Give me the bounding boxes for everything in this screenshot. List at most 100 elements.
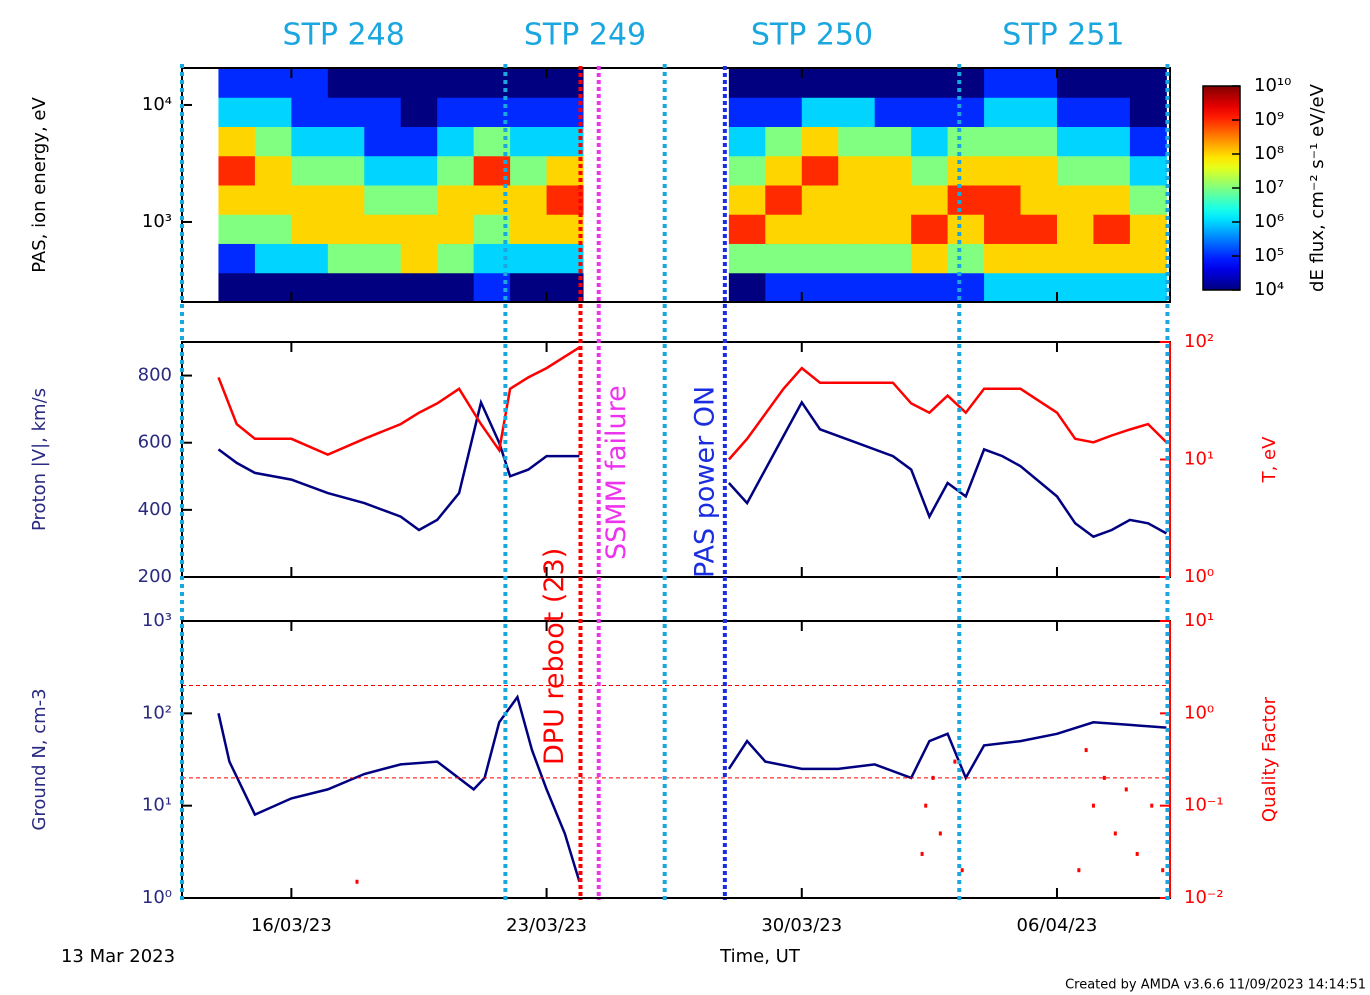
x-tick-label: 30/03/23 — [761, 915, 842, 936]
spectrogram-cell — [510, 155, 548, 186]
spectrogram-cell — [546, 126, 584, 157]
spectrogram-cell — [510, 68, 548, 98]
spectrogram-cell — [218, 243, 256, 274]
scatter-point — [1150, 803, 1154, 808]
y-tick-label: 10¹ — [142, 795, 172, 816]
stp-label: STP 251 — [1002, 18, 1124, 53]
spectrogram-cell — [1129, 272, 1167, 303]
y2-tick-label: 10⁰ — [1184, 566, 1214, 587]
x-tick-label: 23/03/23 — [506, 915, 587, 936]
spectrogram-cell — [254, 97, 292, 127]
spectrogram-cell — [510, 126, 548, 157]
y2-tick-label: 10¹ — [1184, 449, 1214, 470]
y-tick-label: 10³ — [142, 211, 172, 232]
spectrogram-cell — [765, 272, 803, 303]
spectrogram-cell — [1129, 214, 1167, 244]
y-axis-label: Proton |V|, km/s — [29, 388, 50, 531]
spectrogram-cell — [1129, 126, 1167, 157]
spectrogram-cell — [437, 272, 475, 303]
scatter-point — [1113, 831, 1117, 836]
y-axis-label: Ground N, cm-3 — [29, 688, 50, 830]
spectrogram-cell — [218, 272, 256, 303]
panel-frame — [181, 620, 1171, 899]
event-label: PAS power ON — [689, 386, 720, 578]
spectrogram-cell — [327, 155, 365, 186]
spectrogram-cell — [874, 243, 912, 274]
spectrogram-cell — [947, 155, 985, 186]
y-tick-label: 10⁰ — [142, 887, 172, 908]
colorbar-tick-label: 10⁷ — [1254, 177, 1284, 198]
spectrogram-cell — [801, 97, 839, 127]
event-label: SSMM failure — [601, 385, 632, 560]
spectrogram-cell — [437, 185, 475, 215]
spectrogram-cell — [1129, 185, 1167, 215]
spectrogram-cell — [728, 272, 766, 303]
spectrogram-cell — [1056, 68, 1094, 98]
spectrogram-cell — [1093, 214, 1131, 244]
spectrogram-cell — [801, 68, 839, 98]
spectrogram-cell — [1129, 97, 1167, 127]
spectrogram-cell — [1020, 243, 1058, 274]
spectrogram-cell — [291, 68, 329, 98]
spectrogram-cell — [838, 155, 876, 186]
spectrogram-cell — [911, 126, 949, 157]
spectrogram-cell — [1020, 155, 1058, 186]
spectrogram-cell — [728, 126, 766, 157]
spectrogram-cell — [291, 185, 329, 215]
spectrogram-cell — [218, 126, 256, 157]
spectrogram-cell — [984, 272, 1022, 303]
spectrogram-cell — [546, 272, 584, 303]
spectrogram-cell — [1056, 97, 1094, 127]
spectrogram-cell — [838, 68, 876, 98]
spectrogram-cell — [801, 155, 839, 186]
spectrogram-cell — [327, 243, 365, 274]
spectrogram-cell — [1056, 243, 1094, 274]
x-tick-label: 06/04/23 — [1017, 915, 1098, 936]
series-line — [217, 694, 1167, 883]
start-date: 13 Mar 2023 — [61, 946, 175, 967]
spectrogram-cell — [911, 155, 949, 186]
footer: Created by AMDA v3.6.6 11/09/2023 14:14:… — [1065, 978, 1366, 993]
spectrogram-cell — [291, 272, 329, 303]
spectrogram-cell — [1056, 126, 1094, 157]
spectrogram-cell — [765, 126, 803, 157]
spectrogram-cell — [911, 272, 949, 303]
spectrogram-cell — [1093, 68, 1131, 98]
spectrogram-cell — [510, 243, 548, 274]
spectrogram-cell — [437, 214, 475, 244]
spectrogram-cell — [838, 243, 876, 274]
y2-axis-label: Quality Factor — [1259, 696, 1280, 822]
spectrogram-cell — [728, 214, 766, 244]
spectrogram-cell — [327, 97, 365, 127]
spectrogram-cell — [728, 155, 766, 186]
spectrogram-cell — [801, 126, 839, 157]
spectrogram-cell — [510, 97, 548, 127]
spectrogram-cell — [364, 243, 402, 274]
spectrogram-cell — [1129, 155, 1167, 186]
colorbar-tick-label: 10⁹ — [1254, 109, 1284, 130]
spectrogram-cell — [291, 243, 329, 274]
spectrogram-cell — [874, 155, 912, 186]
spectrogram-cell — [254, 126, 292, 157]
spectrogram-cell — [546, 155, 584, 186]
y-axis-label: PAS, ion energy, eV — [29, 97, 50, 273]
spectrogram-cell — [984, 155, 1022, 186]
spectrogram-cell — [838, 214, 876, 244]
scatter-point — [355, 879, 359, 884]
spectrogram-cell — [327, 126, 365, 157]
spectrogram-cell — [765, 185, 803, 215]
y2-tick-label: 10⁰ — [1184, 702, 1214, 723]
spectrogram-cell — [874, 272, 912, 303]
spectrogram-cell — [327, 68, 365, 98]
spectrogram-cell — [801, 185, 839, 215]
spectrogram-cell — [437, 68, 475, 98]
spectrogram-cell — [765, 97, 803, 127]
y-tick-label: 10³ — [142, 610, 172, 631]
stp-label: STP 248 — [283, 18, 405, 53]
scatter-point — [924, 803, 928, 808]
spectrogram-cell — [437, 155, 475, 186]
colorbar-tick-label: 10¹⁰ — [1254, 75, 1291, 96]
y2-tick-label: 10⁻¹ — [1184, 795, 1224, 816]
y2-axis-label: T, eV — [1259, 436, 1280, 484]
